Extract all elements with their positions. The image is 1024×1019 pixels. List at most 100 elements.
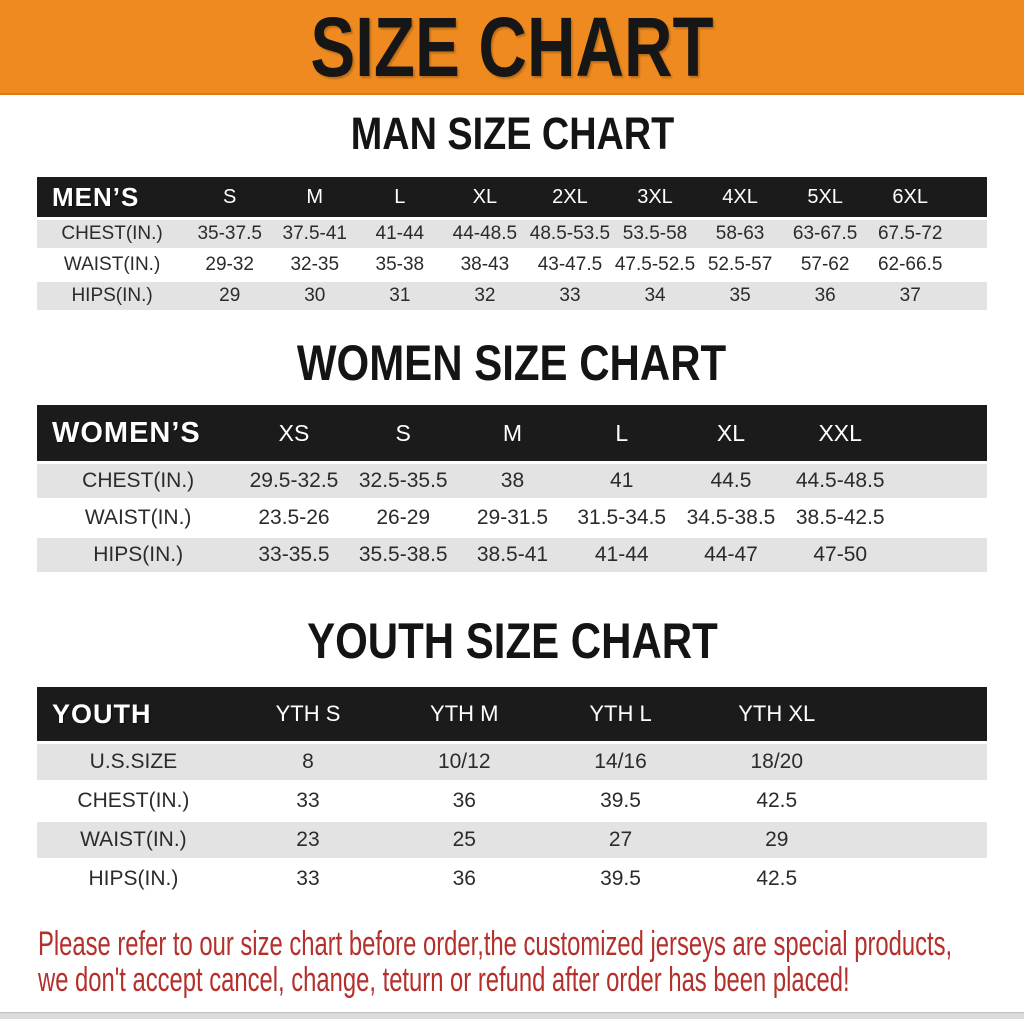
row-label: WAIST(IN.): [37, 251, 188, 279]
row-filler-cell: [894, 464, 987, 498]
row-filler-cell: [952, 282, 987, 310]
table-row: CHEST(IN.) 29.5-32.5 32.5-35.5 38 41 44.5 44.5…: [37, 464, 987, 498]
value-cell: 29-32: [187, 251, 273, 279]
column-header: 3XL: [612, 177, 698, 217]
disclaimer-line-1: Please refer to our size chart before or…: [38, 925, 953, 963]
row-label: CHEST(IN.): [37, 464, 240, 498]
table-row: WAIST(IN.) 23.5-26 26-29 29-31.5 31.5-34.5 34…: [37, 501, 987, 535]
header-row-youth: YOUTH YTH S YTH M YTH L YTH XL: [37, 687, 987, 741]
row-label: U.S.SIZE: [37, 744, 230, 780]
value-cell: 8: [229, 744, 387, 780]
column-header: 5XL: [782, 177, 868, 217]
table-row: HIPS(IN.) 29 30 31 32 33 34 35 36 37: [37, 282, 987, 310]
row-label: WAIST(IN.): [37, 822, 230, 858]
value-cell: 39.5: [542, 783, 699, 819]
value-cell: 53.5-58: [612, 220, 698, 248]
header-row-mens: MEN’S S M L XL 2XL 3XL 4XL 5XL 6XL: [37, 177, 987, 217]
size-table-youth: YOUTH YTH S YTH M YTH L YTH XL U.S.SIZE 8 10/12…: [37, 684, 987, 900]
header-row-womens: WOMEN’S XS S M L XL XXL: [37, 405, 987, 461]
value-cell: 32-35: [272, 251, 358, 279]
size-table-womens: WOMEN’S XS S M L XL XXL CHEST(IN.) 29.5-32.5 32.5…: [37, 402, 987, 575]
section-title-text: YOUTH SIZE CHART: [306, 613, 718, 669]
value-cell: 43-47.5: [527, 251, 613, 279]
value-cell: 34: [612, 282, 698, 310]
table-row: WAIST(IN.) 23 25 27 29: [37, 822, 987, 858]
disclaimer: Please refer to our size chart before or…: [38, 926, 1024, 998]
table-header-label: MEN’S: [37, 177, 188, 217]
value-cell: 47-50: [785, 538, 895, 572]
value-cell: 29.5-32.5: [239, 464, 349, 498]
column-header: 4XL: [697, 177, 783, 217]
row-label: WAIST(IN.): [37, 501, 240, 535]
value-cell: 48.5-53.5: [527, 220, 613, 248]
section-title-mens: MAN SIZE CHART: [0, 111, 1024, 157]
value-cell: 38.5-42.5: [785, 501, 895, 535]
column-header: M: [272, 177, 358, 217]
value-cell: 36: [782, 282, 868, 310]
size-chart-sections: MAN SIZE CHART MEN’S S M L XL 2XL 3XL 4XL 5XL 6XL C…: [0, 111, 1024, 900]
section-title-text: MAN SIZE CHART: [350, 108, 674, 159]
row-filler-cell: [854, 822, 987, 858]
row-filler-cell: [894, 501, 987, 535]
value-cell: 36: [386, 861, 543, 897]
value-cell: 25: [386, 822, 543, 858]
table-row: WAIST(IN.) 29-32 32-35 35-38 38-43 43-47.5 47.…: [37, 251, 987, 279]
size-table-mens: MEN’S S M L XL 2XL 3XL 4XL 5XL 6XL CHEST(IN.) 35-37…: [37, 174, 987, 313]
value-cell: 41-44: [357, 220, 443, 248]
header-filler-cell: [854, 687, 987, 741]
value-cell: 37: [867, 282, 953, 310]
value-cell: 35-37.5: [187, 220, 273, 248]
value-cell: 58-63: [697, 220, 783, 248]
value-cell: 33: [229, 783, 387, 819]
value-cell: 10/12: [386, 744, 543, 780]
row-filler-cell: [854, 783, 987, 819]
value-cell: 38.5-41: [457, 538, 568, 572]
header-filler-cell: [952, 177, 987, 217]
column-header: M: [457, 405, 568, 461]
section-mens: MAN SIZE CHART MEN’S S M L XL 2XL 3XL 4XL 5XL 6XL C…: [0, 111, 1024, 313]
value-cell: 32.5-35.5: [348, 464, 458, 498]
value-cell: 42.5: [698, 783, 855, 819]
table-row: HIPS(IN.) 33 36 39.5 42.5: [37, 861, 987, 897]
row-label: CHEST(IN.): [37, 783, 230, 819]
value-cell: 63-67.5: [782, 220, 868, 248]
row-filler-cell: [952, 251, 987, 279]
value-cell: 39.5: [542, 861, 699, 897]
banner-title: SIZE CHART: [310, 0, 714, 94]
value-cell: 33-35.5: [239, 538, 349, 572]
column-header: YTH M: [386, 687, 543, 741]
column-header: 2XL: [527, 177, 613, 217]
row-filler-cell: [854, 861, 987, 897]
value-cell: 23: [229, 822, 387, 858]
value-cell: 52.5-57: [697, 251, 783, 279]
value-cell: 42.5: [698, 861, 855, 897]
value-cell: 31: [357, 282, 443, 310]
row-filler-cell: [952, 220, 987, 248]
size-chart-banner: SIZE CHART: [0, 0, 1024, 95]
table-row: U.S.SIZE 8 10/12 14/16 18/20: [37, 744, 987, 780]
section-title-youth: YOUTH SIZE CHART: [0, 613, 1024, 669]
table-header-label: WOMEN’S: [37, 405, 240, 461]
disclaimer-line-2: we don't accept cancel, change, teturn o…: [38, 961, 850, 999]
value-cell: 32: [442, 282, 528, 310]
value-cell: 18/20: [698, 744, 855, 780]
value-cell: 44.5: [676, 464, 786, 498]
column-header: YTH L: [542, 687, 699, 741]
value-cell: 38-43: [442, 251, 528, 279]
value-cell: 31.5-34.5: [567, 501, 677, 535]
value-cell: 38: [457, 464, 568, 498]
value-cell: 14/16: [542, 744, 699, 780]
column-header: YTH S: [229, 687, 387, 741]
column-header: 6XL: [867, 177, 953, 217]
row-filler-cell: [894, 538, 987, 572]
value-cell: 23.5-26: [239, 501, 349, 535]
value-cell: 44-47: [676, 538, 786, 572]
bottom-divider: [0, 1012, 1024, 1019]
value-cell: 30: [272, 282, 358, 310]
section-youth: YOUTH SIZE CHART YOUTH YTH S YTH M YTH L YTH …: [0, 613, 1024, 900]
value-cell: 33: [527, 282, 613, 310]
column-header: XXL: [785, 405, 895, 461]
value-cell: 26-29: [348, 501, 458, 535]
value-cell: 57-62: [782, 251, 868, 279]
value-cell: 33: [229, 861, 387, 897]
